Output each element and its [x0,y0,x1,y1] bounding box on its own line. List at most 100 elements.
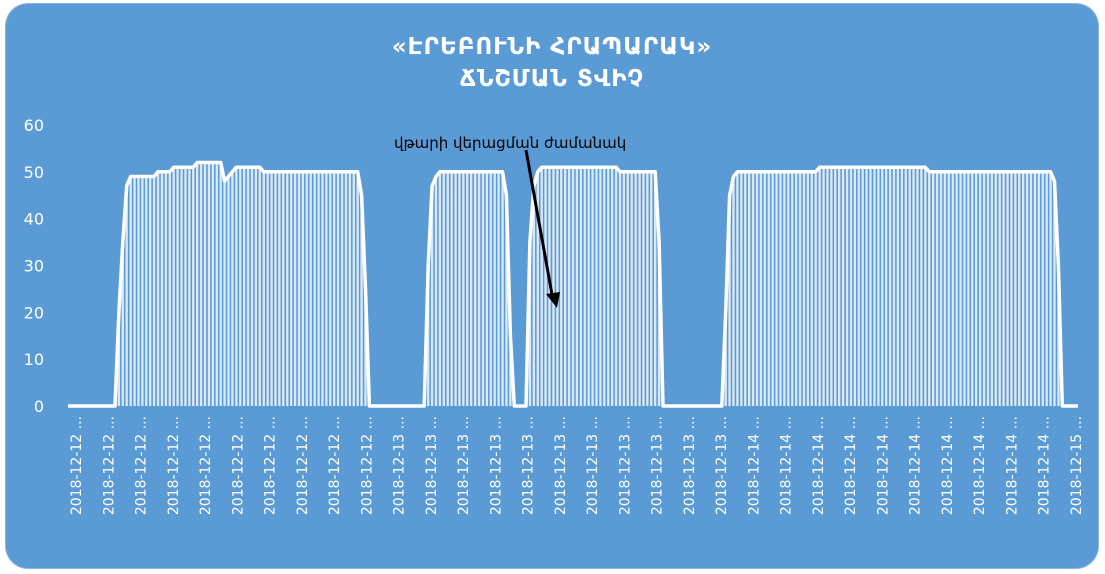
data-bar [618,171,622,406]
annotation-arrow [524,149,555,301]
data-bar [759,171,763,406]
data-bar [243,167,246,406]
data-bar [466,171,469,406]
x-tick-label: 2018-12-12 ... [230,416,246,515]
data-bar [564,167,567,406]
data-bar [779,171,782,406]
data-bar [352,171,355,406]
x-tick-label: 2018-12-12 ... [101,416,117,515]
data-bar [896,167,900,406]
data-bar [998,171,1001,406]
data-bar [231,171,234,406]
data-bar [869,167,872,406]
x-tick-label: 2018-12-14 ... [940,416,956,515]
data-bar [935,171,939,406]
data-bar [493,171,496,406]
data-bar [924,167,927,406]
data-bar [724,312,727,406]
data-bar [160,171,164,406]
x-tick-label: 2018-12-13 ... [617,416,633,515]
data-bar [1014,171,1017,406]
data-bar [607,167,610,406]
data-bar [611,167,614,406]
data-bar [470,171,473,406]
data-bar [560,167,563,406]
data-bar [528,242,532,406]
data-bar [223,181,226,406]
data-bar [344,171,348,406]
x-tick-label: 2018-12-12 ... [198,416,214,515]
data-bar [571,167,575,406]
data-bar [822,167,825,406]
data-bar [152,176,156,406]
data-bar [262,171,265,406]
data-bar [634,171,637,406]
y-tick-label: 40 [24,210,44,229]
data-bar [430,185,434,406]
data-bar [164,171,168,406]
data-bar [838,167,841,406]
data-bar [458,171,461,406]
data-bar [575,167,579,406]
data-bar [356,171,359,406]
data-bar [963,171,966,406]
data-bar [536,171,539,406]
data-bar [133,176,136,406]
x-tick-label: 2018-12-13 ... [650,416,666,515]
y-tick-label: 30 [24,257,44,276]
data-bar [290,171,293,406]
data-bar [129,176,132,406]
data-bar [278,171,281,406]
data-bar [1006,171,1009,406]
data-bar [951,171,954,406]
data-bar [329,171,332,406]
x-tick-label: 2018-12-13 ... [585,416,601,515]
data-bar [826,167,829,406]
data-bar [505,195,508,407]
data-bar [196,162,199,406]
data-bar [994,171,997,406]
data-bar [920,167,923,406]
data-bar [481,171,485,406]
data-bar [916,167,919,406]
data-bar [603,167,606,406]
x-tick-label: 2018-12-14 ... [843,416,859,515]
x-tick-label: 2018-12-12 ... [69,416,85,515]
y-tick-label: 10 [24,350,44,369]
data-bar [1045,171,1048,406]
data-bar [301,171,305,406]
data-bar [579,167,583,406]
data-bar [137,176,140,406]
x-tick-label: 2018-12-12 ... [134,416,150,515]
data-bar [305,171,308,406]
data-bar [990,171,994,406]
data-bar [791,171,794,406]
data-bar [235,167,238,406]
data-bar [982,171,986,406]
data-bar [485,171,489,406]
x-tick-label: 2018-12-14 ... [972,416,988,515]
data-bar [1033,171,1037,406]
data-bar [642,171,645,406]
data-bar [176,167,179,406]
data-bar [227,176,230,406]
x-tick-label: 2018-12-13 ... [553,416,569,515]
data-bar [489,171,492,406]
data-bar [583,167,586,406]
data-bar [125,185,128,406]
data-bar [1049,171,1052,406]
data-bar [180,167,183,406]
data-bar [818,167,821,406]
x-tick-label: 2018-12-12 ... [263,416,279,515]
data-bar [857,167,860,406]
data-bar [215,162,218,406]
data-bar [806,171,810,406]
x-tick-label: 2018-12-14 ... [876,416,892,515]
chart-title: «ԷՐԵԲՈՒՆԻ ՀՐԱՊԱՐԱԿ» [391,34,713,60]
data-bar [638,171,641,406]
y-tick-label: 0 [34,397,44,416]
data-bar [540,167,543,406]
data-bar [168,171,171,406]
data-bar [614,167,618,406]
data-bar [755,171,759,406]
